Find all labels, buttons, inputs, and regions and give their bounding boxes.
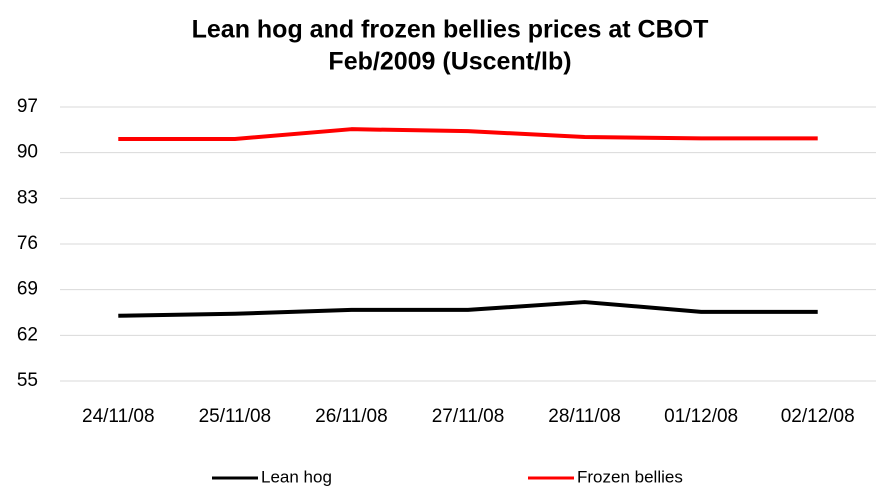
- y-tick-label: 97: [17, 96, 38, 117]
- y-tick-label: 55: [17, 370, 38, 391]
- y-tick-label: 62: [17, 324, 38, 345]
- chart-title: Lean hog and frozen bellies prices at CB…: [192, 16, 709, 44]
- series-line: [118, 127, 818, 141]
- legend-label: Frozen bellies: [577, 467, 683, 486]
- y-tick-label: 90: [17, 142, 38, 163]
- x-tick-label: 28/11/08: [548, 406, 621, 427]
- chart-title: Feb/2009 (Uscent/lb): [328, 48, 571, 76]
- legend-label: Lean hog: [261, 467, 332, 486]
- x-tick-label: 01/12/08: [664, 406, 738, 427]
- x-tick-label: 02/12/08: [781, 406, 855, 427]
- x-tick-label: 27/11/08: [432, 406, 505, 427]
- x-tick-label: 24/11/08: [82, 406, 155, 427]
- x-tick-label: 25/11/08: [199, 406, 272, 427]
- y-tick-label: 83: [17, 187, 38, 208]
- y-tick-label: 69: [17, 279, 38, 300]
- series-line: [118, 300, 818, 318]
- x-tick-label: 26/11/08: [315, 406, 388, 427]
- y-tick-label: 76: [17, 233, 38, 254]
